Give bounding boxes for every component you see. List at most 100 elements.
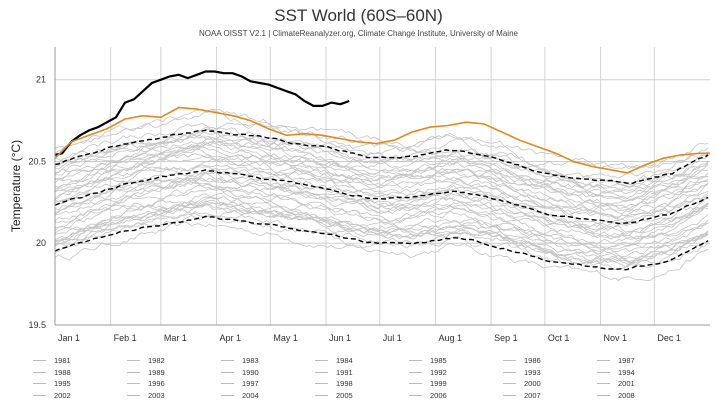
legend-swatch	[315, 383, 328, 384]
year-line-2007	[54, 148, 709, 212]
year-line-2011	[54, 141, 709, 210]
legend-item-1983[interactable]: 1983	[221, 356, 259, 365]
legend-label: 1989	[148, 367, 165, 377]
mean-line	[54, 169, 709, 225]
year-line-2015	[54, 137, 709, 200]
legend-item-1994[interactable]: 1994	[597, 368, 635, 377]
legend-item-2001[interactable]: 2001	[597, 379, 635, 388]
legend-swatch	[597, 360, 610, 361]
legend-label: 2006	[430, 390, 447, 400]
legend-item-1985[interactable]: 1985	[409, 356, 447, 365]
legend-label: 1997	[242, 379, 259, 388]
legend-label: 2004	[242, 390, 259, 400]
x-tick-label: Jun 1	[329, 333, 351, 343]
legend-item-1982[interactable]: 1982	[127, 356, 165, 365]
legend-label: 1995	[54, 379, 71, 388]
legend-item-1995[interactable]: 1995	[33, 379, 71, 388]
legend-item-1987[interactable]: 1987	[597, 356, 635, 365]
legend-label: 2008	[618, 390, 635, 400]
legend-item-2004[interactable]: 2004	[221, 391, 259, 400]
y-tick-label: 20	[36, 238, 46, 248]
chart-title: SST World (60S–60N)	[274, 6, 443, 25]
sigma-line	[54, 129, 709, 185]
legend-swatch	[503, 383, 516, 384]
series-line-2023[interactable]	[54, 106, 710, 174]
year-line-2006	[54, 158, 709, 218]
year-line-2021	[54, 108, 709, 170]
legend-item-1999[interactable]: 1999	[409, 379, 447, 388]
x-tick-label: Nov 1	[604, 333, 628, 343]
year-line-2018	[54, 122, 709, 181]
legend-item-2003[interactable]: 2003	[127, 391, 165, 400]
legend-swatch	[221, 360, 234, 361]
legend-label: 2000	[524, 379, 541, 388]
legend-item-1993[interactable]: 1993	[503, 368, 541, 377]
legend-swatch	[409, 371, 422, 373]
legend-item-1992[interactable]: 1992	[409, 368, 447, 377]
legend-label: 1991	[336, 367, 353, 377]
legend-swatch	[127, 394, 140, 396]
x-tick-label: Feb 1	[114, 333, 137, 343]
legend-swatch	[409, 394, 422, 396]
legend-swatch	[409, 360, 422, 361]
legend-swatch	[33, 371, 46, 373]
legend-swatch	[503, 371, 516, 373]
legend-label: 1981	[54, 356, 71, 365]
legend-swatch	[503, 394, 516, 396]
legend-label: 1998	[336, 379, 353, 388]
year-line-1986	[54, 211, 709, 266]
legend-swatch	[127, 383, 140, 384]
legend-item-2007[interactable]: 2007	[503, 391, 541, 400]
x-tick-label: May 1	[273, 333, 298, 343]
legend-swatch	[221, 394, 234, 396]
legend-item-1981[interactable]: 1981	[33, 356, 71, 365]
year-line-2014	[55, 140, 709, 196]
legend-item-1990[interactable]: 1990	[221, 368, 259, 377]
year-line-1999	[54, 178, 709, 239]
legend-item-1988[interactable]: 1988	[33, 368, 71, 377]
legend-label: 2005	[336, 390, 353, 400]
chart-subtitle: NOAA OISST V2.1 | ClimateReanalyzer.org,…	[199, 29, 518, 38]
legend-label: 1996	[148, 379, 165, 388]
legend-swatch	[221, 371, 234, 373]
legend-item-2008[interactable]: 2008	[597, 391, 635, 400]
legend-item-2006[interactable]: 2006	[409, 391, 447, 400]
legend-label: 2007	[524, 390, 541, 400]
legend-swatch	[409, 383, 422, 384]
legend-item-1997[interactable]: 1997	[221, 379, 259, 388]
legend-item-1998[interactable]: 1998	[315, 379, 353, 388]
year-line-2022	[54, 108, 709, 169]
legend-swatch	[221, 383, 234, 384]
x-tick-label: Oct 1	[548, 333, 570, 343]
legend-swatch	[315, 371, 328, 373]
y-tick-label: 21	[36, 75, 46, 85]
legend-swatch	[127, 371, 140, 373]
legend-item-1984[interactable]: 1984	[315, 356, 353, 365]
legend-item-2000[interactable]: 2000	[503, 379, 541, 388]
year-line-1989	[54, 200, 709, 264]
year-line-1983	[54, 209, 709, 268]
year-line-2012	[54, 141, 709, 202]
legend-label: 1990	[242, 367, 259, 377]
year-line-2019	[54, 134, 709, 187]
legend-item-2002[interactable]: 2002	[33, 391, 71, 400]
year-line-1993	[54, 193, 709, 251]
legend-label: 2001	[618, 379, 635, 388]
x-tick-label: Apr 1	[220, 333, 242, 343]
legend-item-1989[interactable]: 1989	[127, 368, 165, 377]
legend-item-1986[interactable]: 1986	[503, 356, 541, 365]
x-tick-label: Aug 1	[438, 333, 462, 343]
legend-label: 2002	[54, 390, 71, 400]
legend-swatch	[33, 360, 46, 361]
legend-label: 1984	[336, 356, 353, 365]
year-line-2016	[54, 131, 709, 189]
y-tick-label: 20.5	[28, 156, 46, 166]
legend-label: 1982	[148, 356, 165, 365]
legend-item-1996[interactable]: 1996	[127, 379, 165, 388]
legend-label: 1986	[524, 356, 541, 365]
legend-item-1991[interactable]: 1991	[315, 368, 353, 377]
y-axis-label: Temperature (°C)	[9, 140, 23, 232]
legend-item-2005[interactable]: 2005	[315, 391, 353, 400]
series-line-2024[interactable]	[54, 70, 350, 156]
